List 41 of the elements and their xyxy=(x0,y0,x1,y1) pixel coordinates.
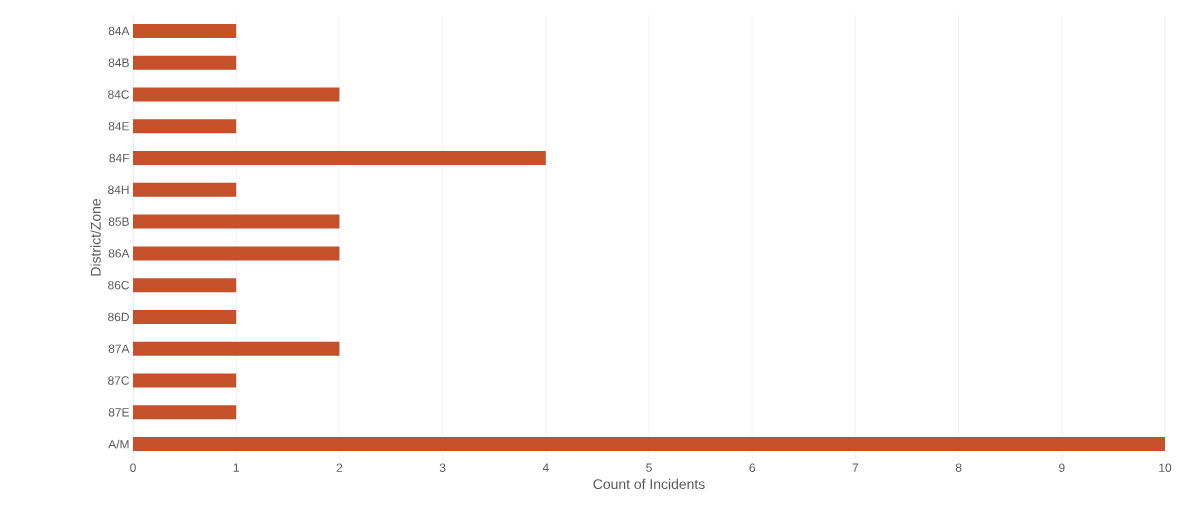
y-tick-label: 84C xyxy=(108,90,130,99)
x-tick-label: 5 xyxy=(646,463,652,472)
x-axis-title: Count of Incidents xyxy=(593,478,705,490)
bar xyxy=(133,373,237,388)
y-tick-label: 84H xyxy=(108,185,129,195)
bar xyxy=(133,182,237,197)
bar xyxy=(133,341,340,356)
x-tick-label: 3 xyxy=(439,463,446,472)
x-tick-label: 10 xyxy=(1159,463,1172,472)
y-tick-label: 87A xyxy=(108,344,130,353)
bar xyxy=(133,214,340,229)
y-tick-label: 84F xyxy=(109,153,130,163)
x-tick-label: 1 xyxy=(233,463,239,472)
bar xyxy=(133,119,237,134)
y-axis-title: District/Zone xyxy=(90,198,101,276)
y-tick-label: 84E xyxy=(108,122,129,131)
bar xyxy=(133,87,340,102)
x-tick-label: 4 xyxy=(542,463,549,472)
y-tick-label: 87C xyxy=(108,376,130,385)
x-tick-label: 2 xyxy=(336,463,343,472)
y-tick-label: 84A xyxy=(108,26,130,36)
bar xyxy=(133,55,237,70)
y-tick-label: 86C xyxy=(108,280,130,290)
bar xyxy=(133,151,546,166)
y-tick-label: 87E xyxy=(108,408,129,417)
x-tick-label: 8 xyxy=(955,463,962,472)
x-tick-label: 0 xyxy=(130,463,136,472)
x-tick-label: 9 xyxy=(1059,463,1065,472)
bar xyxy=(133,309,237,324)
y-tick-label: 84B xyxy=(108,58,129,67)
bar xyxy=(133,437,1165,452)
bar xyxy=(133,405,237,420)
x-tick-label: 6 xyxy=(749,463,756,472)
y-tick-label: 86A xyxy=(108,249,130,258)
bar xyxy=(133,23,237,38)
y-tick-label: 85B xyxy=(108,217,129,226)
y-tick-label: 86D xyxy=(108,312,129,322)
bar xyxy=(133,278,237,293)
x-tick-label: 7 xyxy=(852,463,859,472)
bar xyxy=(133,246,340,261)
y-tick-label: A/M xyxy=(108,439,129,449)
